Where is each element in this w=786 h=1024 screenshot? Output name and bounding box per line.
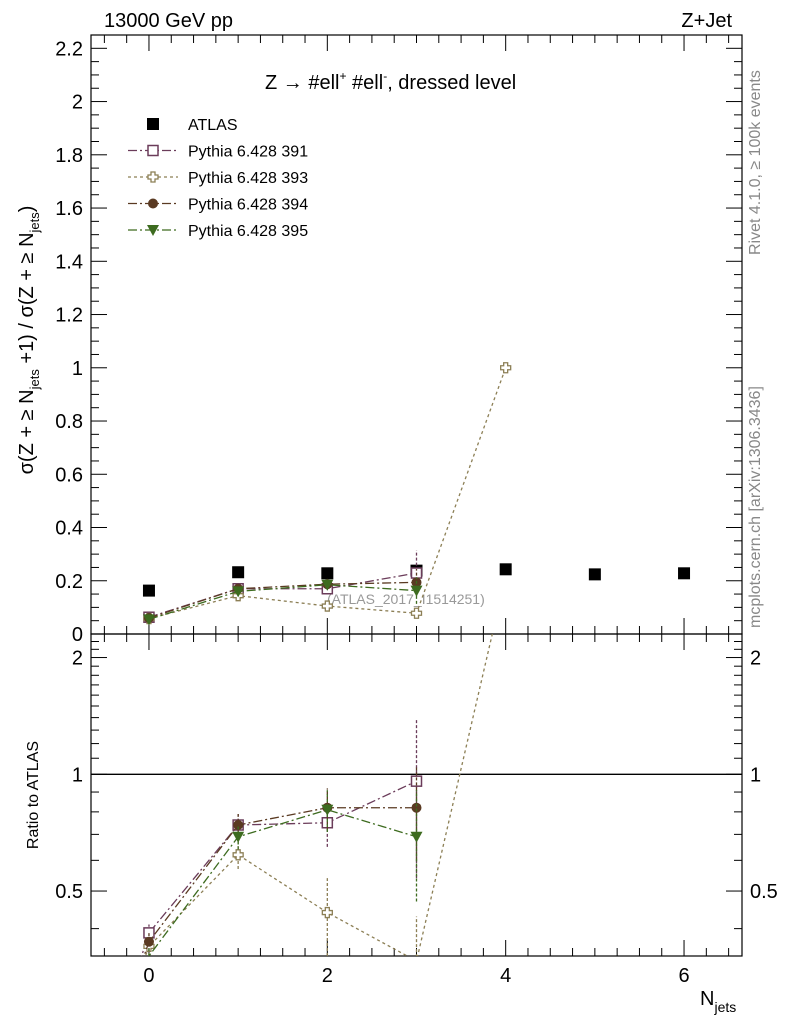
- data-point: [500, 362, 512, 374]
- x-tick-label: 4: [500, 965, 511, 987]
- ratio-series-pythia-6-428-391: [140, 720, 423, 956]
- legend-marker: [147, 118, 159, 130]
- main-series-layer: [142, 362, 691, 626]
- legend-label: ATLAS: [188, 117, 238, 134]
- ratio-y-tick-label: 2: [72, 648, 83, 670]
- x-tick-label: 0: [143, 965, 154, 987]
- header-energy: 13000 GeV pp: [104, 10, 233, 32]
- legend-marker: [147, 171, 159, 183]
- legend-marker: [147, 225, 159, 236]
- ratio-y-tick-label: 0.5: [55, 881, 83, 903]
- ratio-series-line: [148, 809, 417, 956]
- legend-label: Pythia 6.428 395: [188, 223, 308, 240]
- main-y-tick-label: 1.8: [55, 145, 83, 167]
- ratio-point: [410, 831, 423, 843]
- analysis-watermark: (ATLAS_2017_I1514251): [327, 591, 485, 607]
- main-y-tick-label: 0.6: [55, 464, 83, 486]
- main-axis-ticks: 0 0.2 0.4 0.6 0.8 1 1.2 1.4 1.6 1.8 2 2.2: [55, 35, 742, 646]
- data-point: [678, 567, 691, 580]
- main-y-tick-label: 0.4: [55, 518, 83, 540]
- main-y-tick-label: 2.2: [55, 38, 83, 60]
- legend-entry: Pythia 6.428 394: [128, 197, 308, 214]
- ratio-series-pythia-6-428-395: [148, 790, 423, 956]
- legend-entry: ATLAS: [147, 117, 238, 134]
- ratio-point: [321, 804, 334, 816]
- ratio-point: [232, 849, 244, 861]
- main-y-tick-label: 0: [72, 624, 83, 646]
- ratio-point: [411, 802, 422, 813]
- ratio-point: [232, 831, 245, 843]
- main-y-tick-label: 1.4: [55, 251, 83, 273]
- legend: ATLAS Pythia 6.428 391 Pythia 6.428 393 Pyt…: [128, 117, 308, 240]
- legend-entry: Pythia 6.428 391: [128, 144, 308, 161]
- data-point: [321, 600, 333, 612]
- ratio-y-tick-label: 1: [72, 764, 83, 786]
- data-point: [588, 568, 601, 581]
- ratio-point: [321, 906, 333, 919]
- main-y-tick-label: 1: [72, 358, 83, 380]
- data-point: [499, 563, 512, 576]
- legend-label: Pythia 6.428 391: [188, 144, 308, 161]
- data-point: [142, 614, 155, 626]
- data-point: [142, 584, 155, 597]
- legend-entry: Pythia 6.428 393: [128, 170, 308, 187]
- ratio-series-pythia-6-428-393: [143, 634, 493, 956]
- rivet-version-label: Rivet 4.1.0, ≥ 100k events: [747, 70, 764, 255]
- main-y-tick-label: 2: [72, 92, 83, 114]
- ratio-y-tick-label-right: 0.5: [750, 881, 778, 903]
- ratio-point: [143, 936, 154, 947]
- main-y-tick-label: 0.8: [55, 411, 83, 433]
- data-point: [410, 607, 423, 619]
- plot-title: Z → #ell+ #ell-, dressed level: [265, 69, 516, 94]
- mcplots-label: mcplots.cern.ch [arXiv:1306.3436]: [747, 386, 764, 628]
- x-tick-label: 2: [322, 965, 333, 987]
- ratio-point: [410, 775, 423, 787]
- series-pythia-6-428-395: [142, 577, 423, 626]
- ratio-series-line: [144, 634, 493, 956]
- series-line: [148, 584, 417, 620]
- main-y-tick-label: 0.2: [55, 571, 83, 593]
- ratio-series-line: [140, 780, 417, 956]
- legend-marker: [148, 198, 158, 209]
- x-axis-label: Njets: [700, 988, 736, 1015]
- main-y-tick-label: 1.6: [55, 198, 83, 220]
- ratio-y-axis-label: Ratio to ATLAS: [25, 741, 42, 849]
- main-y-axis-label: σ(Z + ≥ Njets +1) / σ(Z + ≥ Njets): [16, 206, 42, 475]
- ratio-y-tick-label-right: 2: [750, 648, 761, 670]
- ratio-y-tick-label-right: 1: [750, 764, 761, 786]
- ratio-series-pythia-6-428-394: [143, 767, 422, 956]
- data-point: [232, 566, 245, 579]
- legend-label: Pythia 6.428 393: [188, 170, 308, 187]
- x-tick-label: 6: [678, 965, 689, 987]
- series-atlas: [142, 563, 691, 597]
- series-line: [148, 581, 417, 619]
- data-point: [321, 567, 334, 580]
- data-point: [321, 579, 334, 591]
- data-point: [232, 586, 245, 598]
- legend-marker: [147, 144, 159, 157]
- legend-label: Pythia 6.428 394: [188, 197, 308, 214]
- header-process: Z+Jet: [681, 10, 732, 32]
- ratio-point: [233, 820, 244, 831]
- legend-entry: Pythia 6.428 395: [128, 223, 308, 240]
- ratio-series-layer: [140, 634, 493, 956]
- data-point: [410, 585, 423, 597]
- main-y-tick-label: 1.2: [55, 305, 83, 327]
- ratio-series-line: [143, 807, 417, 956]
